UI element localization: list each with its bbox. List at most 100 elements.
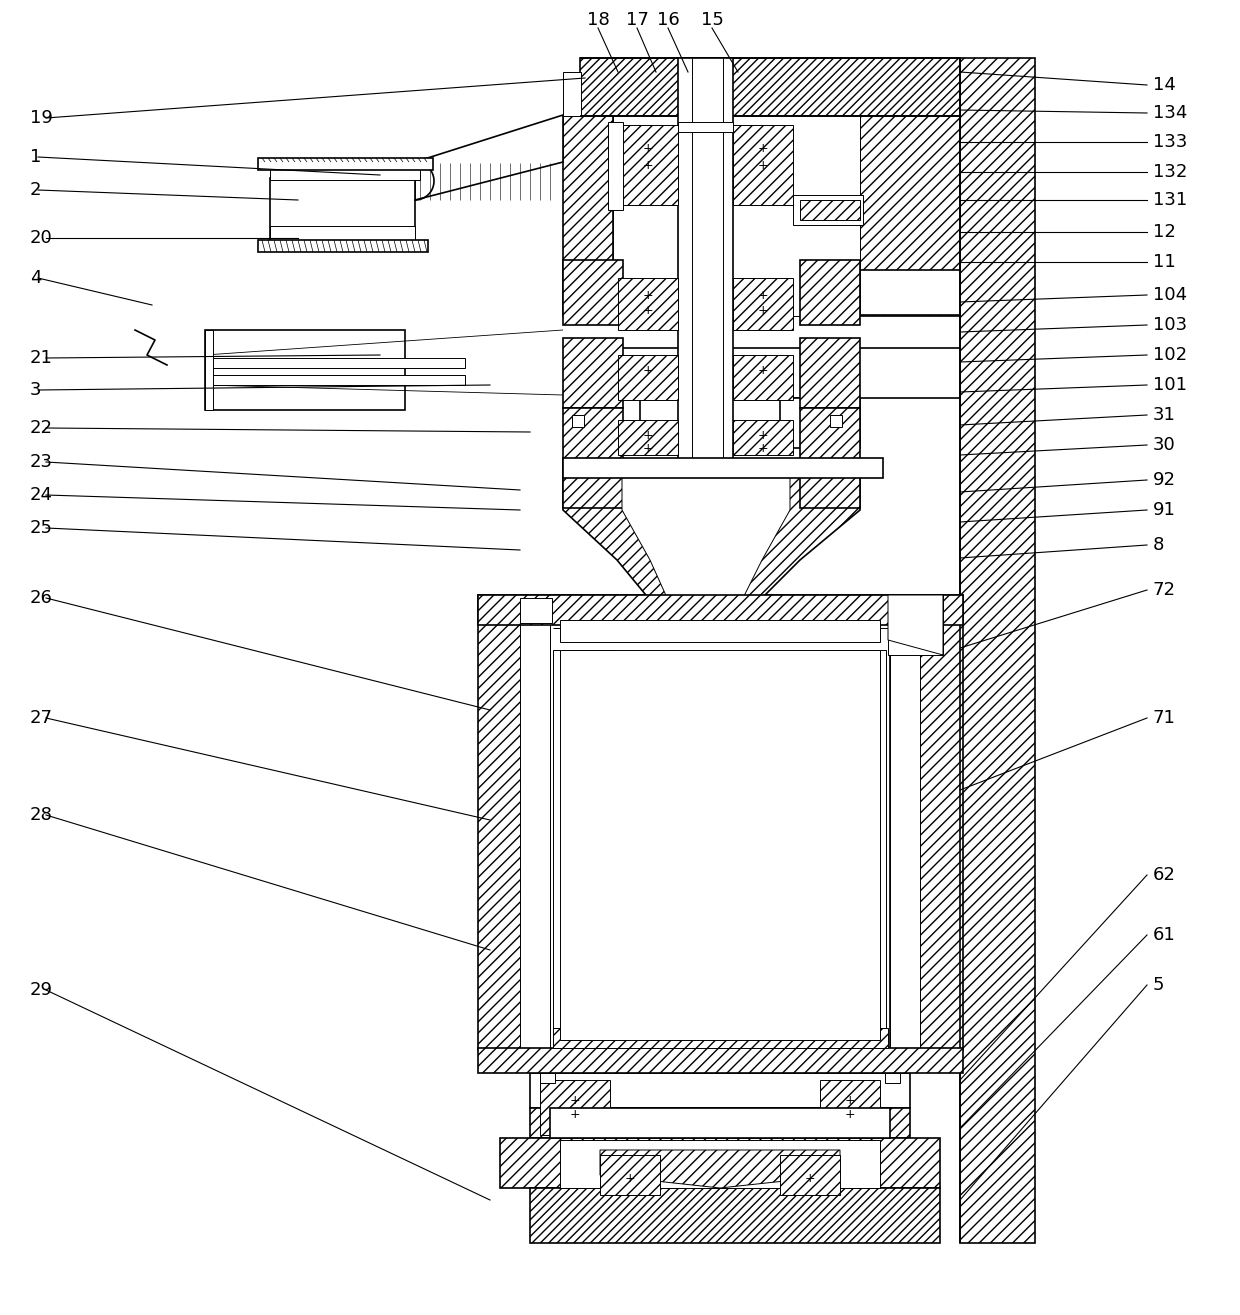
Text: +: + bbox=[844, 1109, 856, 1122]
Text: +: + bbox=[758, 429, 769, 442]
Text: 103: 103 bbox=[1153, 316, 1187, 334]
Bar bbox=[553, 1028, 888, 1048]
Bar bbox=[794, 195, 863, 225]
Bar bbox=[608, 122, 622, 210]
Bar bbox=[258, 241, 428, 252]
Text: 19: 19 bbox=[30, 109, 53, 128]
Bar bbox=[618, 419, 678, 455]
Bar bbox=[600, 1155, 660, 1195]
Text: 92: 92 bbox=[1153, 471, 1176, 489]
Bar bbox=[560, 650, 880, 1040]
Bar bbox=[618, 125, 678, 205]
Bar bbox=[520, 598, 552, 623]
Text: 104: 104 bbox=[1153, 285, 1187, 304]
Bar bbox=[539, 1073, 556, 1084]
Bar bbox=[830, 416, 842, 427]
Text: +: + bbox=[758, 304, 769, 317]
Text: 15: 15 bbox=[701, 11, 723, 29]
Bar bbox=[563, 260, 622, 325]
Polygon shape bbox=[600, 1151, 839, 1187]
Bar bbox=[800, 338, 861, 408]
Bar bbox=[258, 158, 433, 170]
Text: +: + bbox=[758, 159, 769, 171]
Text: 22: 22 bbox=[30, 419, 53, 437]
Text: 14: 14 bbox=[1153, 76, 1176, 93]
Bar bbox=[733, 419, 794, 455]
Bar bbox=[580, 270, 960, 316]
Bar bbox=[800, 200, 861, 220]
Text: 91: 91 bbox=[1153, 501, 1176, 519]
Bar bbox=[205, 330, 213, 410]
Bar bbox=[563, 338, 622, 408]
Polygon shape bbox=[622, 460, 790, 638]
Bar bbox=[733, 355, 794, 400]
Text: 21: 21 bbox=[30, 348, 53, 367]
Text: 24: 24 bbox=[30, 487, 53, 504]
Bar bbox=[678, 122, 733, 132]
Text: 1: 1 bbox=[30, 149, 41, 166]
Bar bbox=[888, 594, 942, 655]
Bar bbox=[500, 1137, 940, 1187]
Bar bbox=[560, 1140, 880, 1187]
Text: +: + bbox=[642, 142, 653, 154]
Bar bbox=[205, 375, 465, 385]
Text: 72: 72 bbox=[1153, 581, 1176, 600]
Text: 18: 18 bbox=[587, 11, 609, 29]
Bar bbox=[960, 58, 1035, 1243]
Text: 131: 131 bbox=[1153, 191, 1187, 209]
Text: 12: 12 bbox=[1153, 224, 1176, 241]
Text: 71: 71 bbox=[1153, 709, 1176, 727]
Bar bbox=[800, 260, 861, 325]
Text: 28: 28 bbox=[30, 806, 53, 825]
Text: +: + bbox=[758, 363, 769, 376]
Text: 2: 2 bbox=[30, 181, 41, 199]
Text: +: + bbox=[625, 1172, 635, 1185]
Text: 8: 8 bbox=[1153, 537, 1164, 554]
Bar bbox=[580, 58, 960, 116]
Text: 30: 30 bbox=[1153, 437, 1176, 454]
Bar bbox=[270, 226, 415, 245]
Text: 23: 23 bbox=[30, 452, 53, 471]
Text: 29: 29 bbox=[30, 981, 53, 999]
Text: 101: 101 bbox=[1153, 376, 1187, 394]
Text: +: + bbox=[642, 363, 653, 376]
Bar bbox=[826, 650, 887, 1030]
Bar bbox=[733, 277, 794, 330]
Bar bbox=[733, 125, 794, 205]
Bar bbox=[270, 162, 420, 180]
Bar bbox=[477, 594, 963, 625]
Text: 132: 132 bbox=[1153, 163, 1188, 181]
Bar bbox=[780, 1155, 839, 1195]
Text: 61: 61 bbox=[1153, 926, 1176, 944]
Text: +: + bbox=[642, 429, 653, 442]
Text: 62: 62 bbox=[1153, 867, 1176, 884]
Bar bbox=[563, 458, 883, 477]
Polygon shape bbox=[563, 460, 861, 638]
Bar bbox=[563, 72, 582, 116]
Bar bbox=[800, 408, 861, 508]
Bar bbox=[205, 358, 465, 368]
Text: 11: 11 bbox=[1153, 252, 1176, 271]
Bar bbox=[618, 277, 678, 330]
Bar bbox=[529, 1187, 940, 1243]
Bar bbox=[572, 416, 584, 427]
Text: 31: 31 bbox=[1153, 406, 1176, 423]
Text: 27: 27 bbox=[30, 709, 53, 727]
Bar bbox=[888, 598, 920, 623]
Text: 134: 134 bbox=[1153, 104, 1188, 122]
Text: +: + bbox=[805, 1172, 816, 1185]
Text: 102: 102 bbox=[1153, 346, 1187, 364]
Bar bbox=[678, 58, 733, 638]
Bar bbox=[520, 619, 551, 1049]
Bar bbox=[580, 398, 640, 448]
Bar bbox=[563, 116, 613, 316]
Text: 133: 133 bbox=[1153, 133, 1188, 151]
Text: +: + bbox=[569, 1094, 580, 1106]
Bar bbox=[551, 619, 890, 1049]
Text: +: + bbox=[642, 288, 653, 301]
Text: +: + bbox=[758, 142, 769, 154]
Bar bbox=[553, 650, 613, 1030]
Text: +: + bbox=[642, 159, 653, 171]
Text: 17: 17 bbox=[625, 11, 649, 29]
Bar bbox=[539, 1080, 610, 1135]
